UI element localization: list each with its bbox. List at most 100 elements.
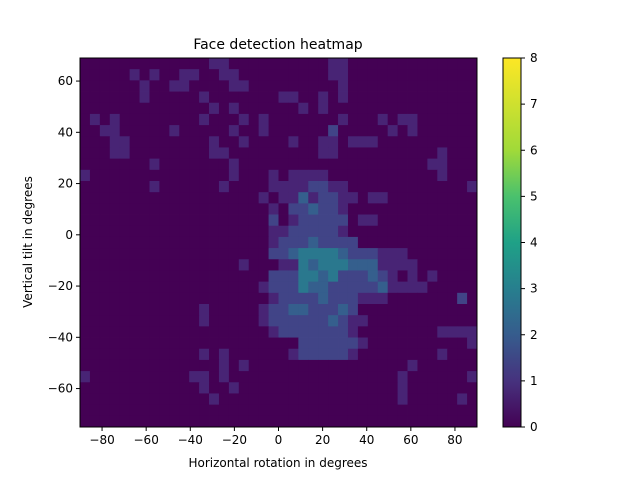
heatmap-cell [199, 236, 210, 249]
heatmap-cell [159, 393, 170, 406]
heatmap-cell [179, 304, 190, 316]
heatmap-cell [199, 304, 210, 316]
heatmap-cell [189, 371, 200, 383]
heatmap-cell [139, 225, 150, 238]
heatmap-cell [328, 248, 339, 260]
heatmap-cell [159, 69, 170, 81]
heatmap-cell [278, 203, 289, 215]
heatmap-cell [80, 80, 91, 92]
heatmap-cell [129, 225, 140, 238]
heatmap-cell [338, 393, 349, 406]
heatmap-cell [169, 382, 180, 394]
heatmap-cell [407, 214, 418, 227]
heatmap-cell [417, 69, 428, 81]
colorbar [502, 57, 522, 428]
heatmap-cell [99, 304, 111, 316]
x-tick-label: −40 [178, 433, 203, 447]
heatmap-cell [377, 169, 389, 182]
heatmap-cell [308, 404, 319, 417]
heatmap-cell [218, 69, 230, 81]
heatmap-cell [258, 404, 269, 417]
heatmap-cell [407, 80, 418, 92]
heatmap-cell [179, 58, 190, 70]
heatmap-cell [149, 281, 160, 294]
heatmap-cell [367, 371, 379, 383]
heatmap-cell [218, 382, 230, 394]
heatmap-cell [387, 169, 399, 182]
heatmap-cell [99, 113, 111, 126]
heatmap-cell [288, 225, 299, 238]
heatmap-cell [80, 192, 91, 204]
heatmap-cell [80, 259, 91, 271]
heatmap-cell [318, 259, 329, 271]
heatmap-cell [457, 415, 468, 428]
heatmap-cell [89, 158, 101, 171]
heatmap-cell [328, 337, 339, 350]
heatmap-cell [139, 348, 150, 361]
heatmap-cell [367, 304, 379, 316]
heatmap-cell [427, 80, 438, 92]
heatmap-cell [447, 248, 458, 260]
heatmap-cell [377, 292, 389, 305]
heatmap-cell [447, 415, 458, 428]
heatmap-cell [278, 281, 289, 294]
heatmap-cell [447, 292, 458, 305]
heatmap-cell [357, 248, 369, 260]
heatmap-cell [139, 136, 150, 148]
heatmap-cell [169, 393, 180, 406]
heatmap-cell [228, 248, 240, 260]
heatmap-cell [268, 236, 279, 249]
heatmap-cell [248, 337, 260, 350]
heatmap-cell [367, 69, 379, 81]
heatmap-cell [417, 281, 428, 294]
heatmap-cell [99, 181, 111, 193]
heatmap-cell [159, 281, 170, 294]
heatmap-cell [457, 181, 468, 193]
heatmap-cell [248, 415, 260, 428]
heatmap-cell [209, 69, 220, 81]
heatmap-cell [298, 113, 309, 126]
heatmap-cell [169, 404, 180, 417]
heatmap-cell [328, 359, 339, 372]
heatmap-cell [288, 292, 299, 305]
heatmap-cell [199, 113, 210, 126]
x-tick-label: −20 [222, 433, 247, 447]
heatmap-cell [377, 147, 389, 160]
heatmap-cell [367, 192, 379, 204]
heatmap-cell [268, 102, 279, 115]
heatmap-cell [338, 359, 349, 372]
heatmap-cell [159, 415, 170, 428]
heatmap-cell [367, 292, 379, 305]
heatmap-cell [159, 371, 170, 383]
heatmap-cell [338, 415, 349, 428]
heatmap-cell [80, 326, 91, 338]
heatmap-cell [298, 315, 309, 327]
heatmap-cell [89, 236, 101, 249]
heatmap-cell [199, 147, 210, 160]
heatmap-cell [407, 158, 418, 171]
heatmap-cell [169, 415, 180, 428]
heatmap-cell [447, 58, 458, 70]
heatmap-cell [447, 102, 458, 115]
heatmap-cell [209, 304, 220, 316]
heatmap-cell [119, 113, 131, 126]
heatmap-cell [189, 382, 200, 394]
heatmap-cell [238, 169, 250, 182]
heatmap-cell [308, 203, 319, 215]
heatmap-cell [139, 382, 150, 394]
x-axis-label: Horizontal rotation in degrees [188, 456, 367, 470]
heatmap-cell [457, 69, 468, 81]
heatmap-cell [199, 315, 210, 327]
heatmap-cell [278, 248, 289, 260]
heatmap-cell [169, 292, 180, 305]
colorbar-tick-label: 1 [530, 374, 538, 388]
heatmap-cell [367, 359, 379, 372]
heatmap-cell [367, 337, 379, 350]
heatmap-cell [397, 270, 408, 283]
heatmap-cell [437, 337, 448, 350]
heatmap-cell [437, 125, 448, 137]
colorbar-tick-label: 3 [530, 282, 538, 296]
heatmap-cell [437, 382, 448, 394]
heatmap-cell [308, 181, 319, 193]
heatmap-cell [268, 91, 279, 104]
